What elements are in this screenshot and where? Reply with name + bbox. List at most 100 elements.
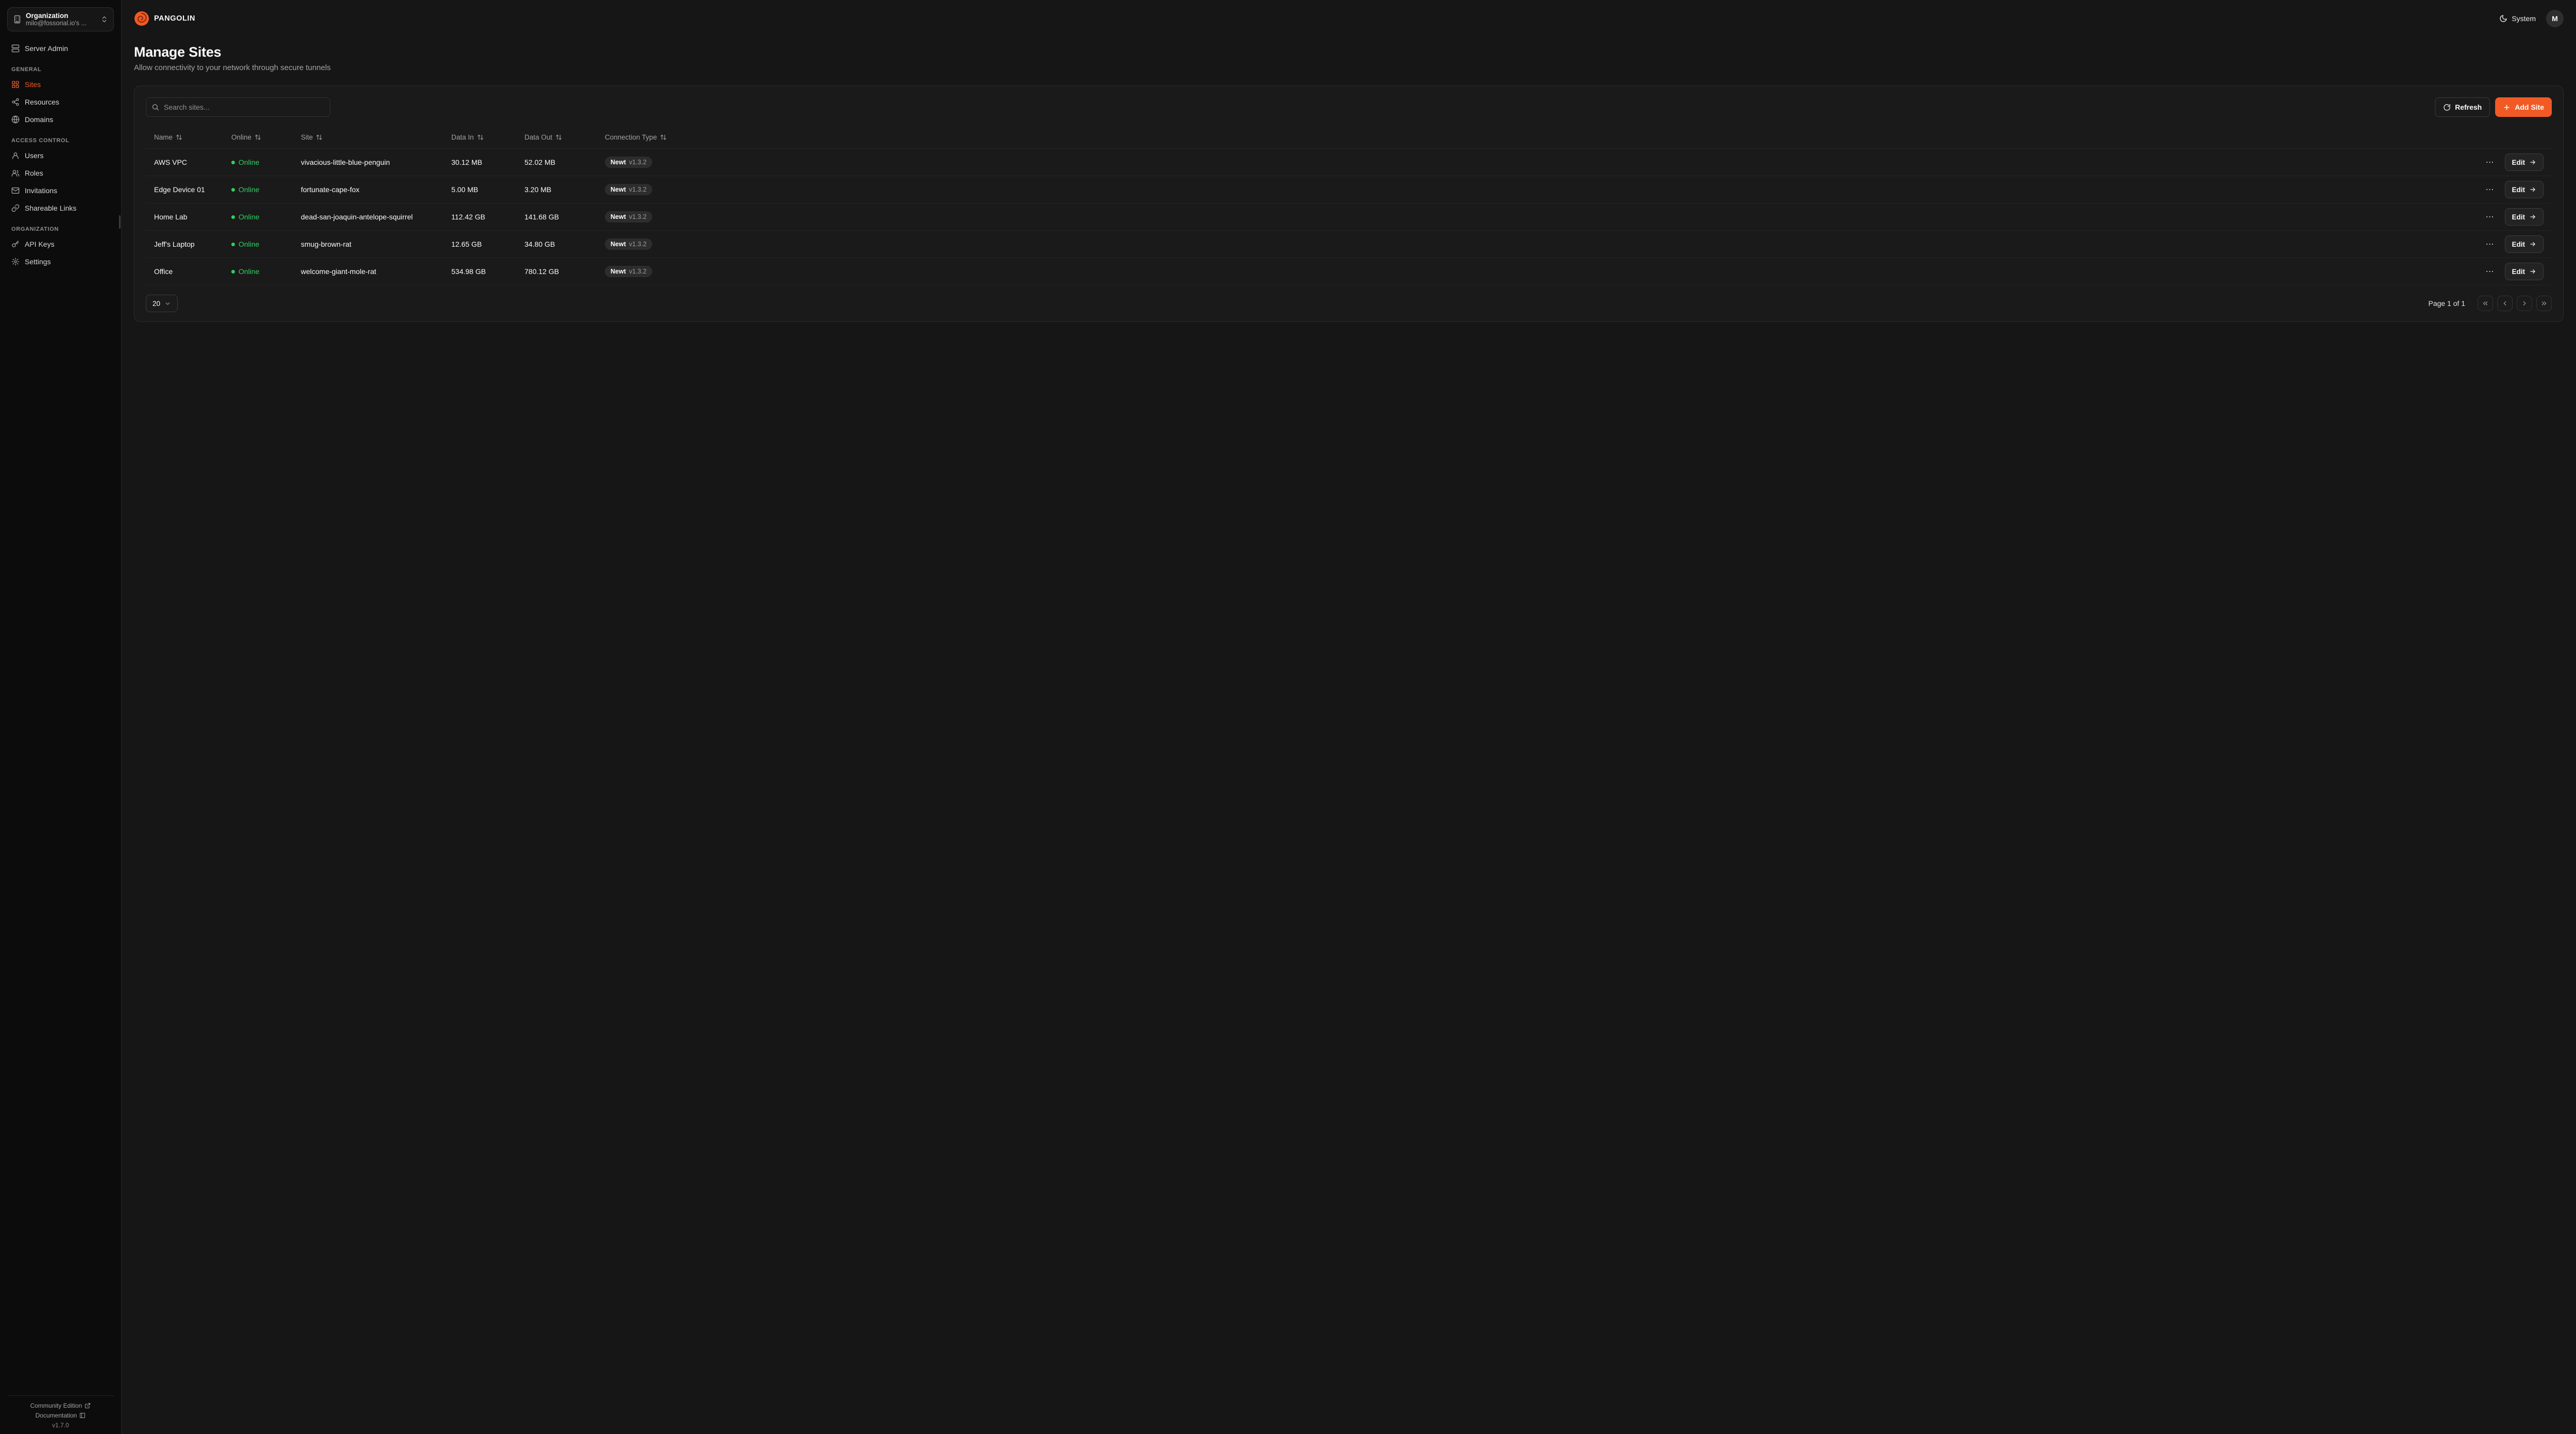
column-label: Data In [451,133,474,141]
edit-label: Edit [2512,185,2526,194]
section-label-access-control: ACCESS CONTROL [11,138,70,144]
sort-icon [176,134,182,141]
sidebar-item-api-keys[interactable]: API Keys [7,235,114,253]
add-site-label: Add Site [2515,103,2544,111]
status-label: Online [239,158,260,166]
main-area: PANGOLIN System M Manage Sites Allow con… [122,0,2576,1434]
chevron-left-icon [2501,300,2509,307]
page-info: Page 1 of 1 [2428,299,2465,308]
column-header-name[interactable]: Name [154,133,231,141]
org-selector[interactable]: Organization milo@fossorial.io's ... [7,7,114,31]
connection-type-badge: Newt v1.3.2 [605,238,652,250]
documentation-link[interactable]: Documentation [7,1412,114,1419]
table-row: AWS VPC Online vivacious-little-blue-pen… [146,149,2552,176]
mail-icon [11,186,20,195]
search-icon [151,104,159,111]
chevrons-left-icon [2482,300,2489,307]
pangolin-logo [134,11,149,26]
pager-buttons [2478,296,2552,311]
column-label: Connection Type [605,133,657,141]
refresh-button[interactable]: Refresh [2435,97,2490,117]
more-options-icon[interactable]: ⋯ [2484,182,2497,197]
sidebar-item-label: Sites [25,80,41,89]
page-subtitle: Allow connectivity to your network throu… [134,63,331,72]
site-slug: dead-san-joaquin-antelope-squirrel [301,213,413,221]
sidebar-item-domains[interactable]: Domains [7,111,114,128]
sites-grid-icon [11,80,20,89]
sidebar-item-server-admin[interactable]: Server Admin [7,40,114,57]
row-actions: ⋯ Edit [727,153,2544,171]
section-label-organization: ORGANIZATION [11,226,59,232]
connection-name: Newt [611,159,626,166]
column-header-connection-type[interactable]: Connection Type [605,133,727,141]
search-input[interactable] [146,97,330,117]
toolbar-actions: Refresh Add Site [2435,97,2552,117]
table-row: Office Online welcome-giant-mole-rat 534… [146,258,2552,285]
column-label: Data Out [524,133,553,141]
page-size-select[interactable]: 20 [146,295,178,312]
edit-button[interactable]: Edit [2504,153,2544,171]
column-header-online[interactable]: Online [231,133,301,141]
data-in: 534.98 GB [451,267,486,276]
next-page-button[interactable] [2517,296,2532,311]
link-icon [11,204,20,212]
column-label: Name [154,133,173,141]
plus-icon [2503,104,2511,111]
data-in: 30.12 MB [451,158,482,166]
sidebar-scrollbar[interactable] [119,215,121,229]
edit-label: Edit [2512,158,2526,166]
sidebar-item-invitations[interactable]: Invitations [7,182,114,199]
page-title: Manage Sites [134,44,222,60]
sidebar-item-roles[interactable]: Roles [7,164,114,182]
connection-version: v1.3.2 [629,159,647,166]
site-name: Office [154,267,173,276]
column-header-data-out[interactable]: Data Out [524,133,605,141]
brand-name: PANGOLIN [154,14,196,23]
sidebar-item-resources[interactable]: Resources [7,93,114,111]
community-edition-label: Community Edition [30,1402,82,1409]
connection-name: Newt [611,241,626,248]
sidebar-item-sites[interactable]: Sites [7,76,114,93]
column-header-data-in[interactable]: Data In [451,133,524,141]
sidebar-item-settings[interactable]: Settings [7,253,114,270]
site-slug: fortunate-cape-fox [301,185,360,194]
site-slug: vivacious-little-blue-penguin [301,158,390,166]
community-edition-link[interactable]: Community Edition [7,1402,114,1409]
topbar: PANGOLIN System M [122,0,2576,37]
sidebar-item-shareable-links[interactable]: Shareable Links [7,199,114,217]
status-label: Online [239,267,260,276]
edit-button[interactable]: Edit [2504,263,2544,280]
status-badge: Online [231,158,301,166]
gear-icon [11,258,20,266]
site-name: Jeff's Laptop [154,240,195,248]
column-header-site[interactable]: Site [301,133,451,141]
more-options-icon[interactable]: ⋯ [2484,237,2497,251]
more-options-icon[interactable]: ⋯ [2484,210,2497,224]
arrow-right-icon [2529,186,2536,193]
avatar[interactable]: M [2546,10,2564,27]
refresh-label: Refresh [2455,103,2482,111]
sidebar-item-users[interactable]: Users [7,147,114,164]
more-options-icon[interactable]: ⋯ [2484,155,2497,169]
last-page-button[interactable] [2536,296,2552,311]
first-page-button[interactable] [2478,296,2493,311]
status-badge: Online [231,240,301,248]
prev-page-button[interactable] [2497,296,2513,311]
edit-button[interactable]: Edit [2504,235,2544,253]
edit-button[interactable]: Edit [2504,181,2544,198]
sidebar-item-label: Domains [25,115,54,124]
theme-toggle[interactable]: System [2499,14,2536,23]
row-actions: ⋯ Edit [727,208,2544,226]
site-name: Home Lab [154,213,188,221]
add-site-button[interactable]: Add Site [2495,97,2552,117]
chevron-right-icon [2521,300,2528,307]
edit-label: Edit [2512,240,2526,248]
online-dot-icon [231,215,235,219]
org-selector-texts: Organization milo@fossorial.io's ... [26,12,96,27]
edit-button[interactable]: Edit [2504,208,2544,226]
more-options-icon[interactable]: ⋯ [2484,264,2497,279]
data-out: 34.80 GB [524,240,555,248]
book-icon [79,1412,86,1419]
refresh-icon [2443,104,2451,111]
connection-type-badge: Newt v1.3.2 [605,211,652,223]
